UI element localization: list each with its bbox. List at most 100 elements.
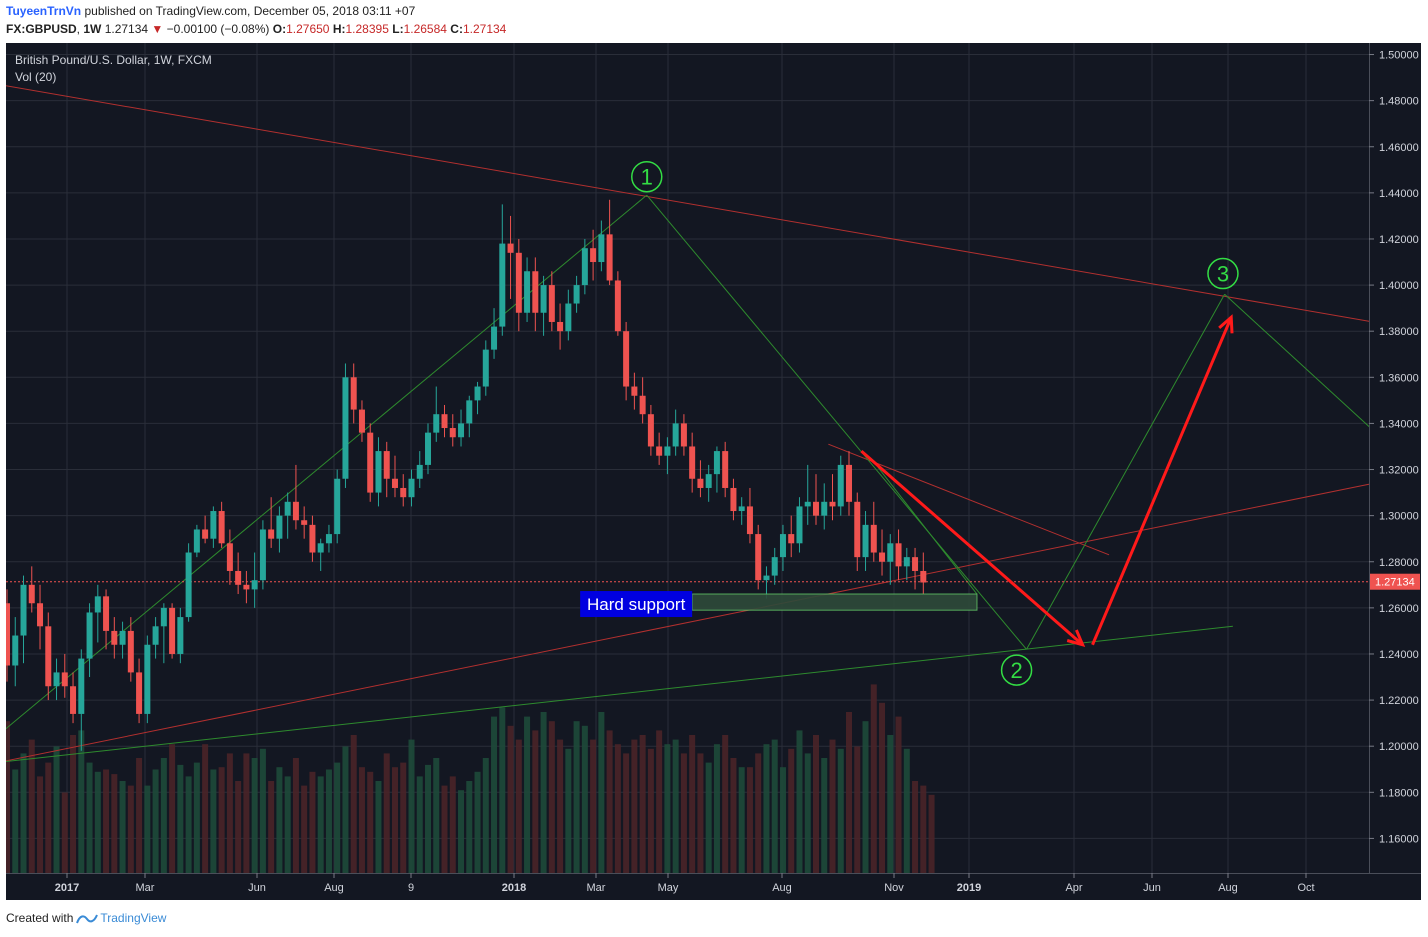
price-chart[interactable]: Hard support 1 2 3 1.50000 1.48000 1.46000 1.4…: [0, 43, 1421, 900]
volume-bar: [647, 748, 654, 873]
candle-body: [879, 552, 886, 562]
price-tick-label: 1.40000: [1379, 280, 1419, 292]
volume-bar: [846, 712, 853, 873]
candle-body: [309, 524, 316, 553]
volume-bar: [433, 758, 440, 873]
volume-bar: [920, 785, 927, 873]
candle-body: [623, 331, 630, 387]
time-tick-label: 9: [408, 882, 414, 894]
candle-body: [812, 501, 819, 516]
candle-body: [243, 584, 250, 590]
forecast-up-arrow-head: [1218, 314, 1234, 334]
volume-bar: [507, 725, 514, 873]
volume-bar: [78, 730, 85, 873]
candle-body: [705, 474, 712, 488]
volume-bar: [614, 744, 621, 873]
candle-body: [391, 478, 398, 488]
candle-body: [738, 506, 745, 512]
volume-bar: [656, 730, 663, 873]
candle-body: [499, 243, 506, 327]
author-link[interactable]: TuyeenTrnVn: [6, 4, 82, 18]
volume-bar: [317, 776, 324, 873]
wave-projection-down-line: [1224, 293, 1374, 431]
chart-background: [6, 43, 1421, 900]
price-tick-label: 1.30000: [1379, 511, 1419, 523]
volume-bar: [879, 702, 886, 873]
volume-bar: [912, 781, 919, 873]
volume-bar: [689, 735, 696, 873]
volume-bar: [218, 767, 225, 873]
volume-bar: [499, 707, 506, 873]
volume-bar: [152, 769, 159, 873]
price-tick-label: 1.28000: [1379, 557, 1419, 569]
price-tick-label: 1.26000: [1379, 603, 1419, 615]
candle-body: [912, 557, 919, 571]
candle-body: [837, 464, 844, 507]
tradingview-brand-link[interactable]: TradingView: [100, 911, 167, 925]
candle-body: [441, 414, 448, 429]
volume-bar: [226, 753, 233, 873]
volume-bar: [548, 721, 555, 873]
candle-body: [581, 248, 588, 286]
volume-bar: [672, 739, 679, 873]
volume-bar: [350, 735, 357, 873]
created-with-text: Created with: [6, 911, 74, 925]
candle-body: [383, 451, 390, 479]
volume-bar: [524, 716, 531, 873]
candle-body: [870, 524, 877, 553]
candle-body: [119, 630, 126, 645]
tradingview-logo-icon: [76, 914, 99, 924]
chart-container[interactable]: Hard support 1 2 3 1.50000 1.48000 1.46000 1.4…: [0, 43, 1421, 900]
price-tick-label: 1.18000: [1379, 787, 1419, 799]
long-resistance-line: [0, 84, 1374, 323]
volume-bar: [573, 721, 580, 873]
price-tick-label: 1.44000: [1379, 188, 1419, 200]
time-tick-label: May: [658, 882, 679, 894]
candle-body: [276, 515, 283, 539]
candle-body: [507, 243, 514, 253]
volume-bars: [4, 684, 935, 873]
candle-body: [53, 672, 60, 687]
candle-body: [78, 658, 85, 714]
volume-bar: [103, 769, 110, 873]
candle-body: [532, 271, 539, 313]
price-tick-label: 1.32000: [1379, 465, 1419, 477]
volume-bar: [887, 735, 894, 873]
price-axis[interactable]: 1.50000 1.48000 1.46000 1.44000 1.42000 1.400…: [1369, 43, 1421, 873]
candle-body: [70, 686, 77, 714]
volume-bar: [251, 758, 258, 873]
candle-body: [458, 423, 465, 438]
volume-bar: [796, 730, 803, 873]
volume-indicator-label: Vol (20): [15, 70, 56, 84]
wave-label-number: 3: [1217, 262, 1229, 287]
volume-bar: [367, 771, 374, 873]
close-label: C:: [450, 22, 463, 36]
last-price-tag: [1370, 573, 1420, 590]
candle-body: [177, 617, 184, 654]
candle-body: [722, 451, 729, 488]
candle-body: [185, 552, 192, 618]
volume-bar: [804, 753, 811, 873]
volume-bar: [416, 776, 423, 873]
time-axis[interactable]: 2017 Mar Jun Aug 9 2018 Mar May Aug Nov 2019 Apr Jun…: [6, 873, 1421, 900]
volume-bar: [771, 739, 778, 873]
candle-body: [325, 534, 332, 544]
volume-bar: [722, 735, 729, 873]
volume-bar: [202, 744, 209, 873]
published-text: published on TradingView.com, December 0…: [84, 4, 416, 18]
price-tick-label: 1.46000: [1379, 142, 1419, 154]
forecast-down-arrow-head: [1066, 629, 1086, 648]
candle-body: [86, 612, 93, 659]
volume-bar: [358, 767, 365, 873]
candle-body: [920, 570, 927, 583]
volume-bar: [37, 776, 44, 873]
candle-body: [854, 501, 861, 558]
low-value: 1.26584: [403, 22, 447, 36]
volume-bar: [119, 781, 126, 873]
volume-bar: [590, 739, 597, 873]
open-label: O:: [272, 22, 287, 36]
chart-title: British Pound/U.S. Dollar, 1W, FXCM: [15, 53, 212, 67]
volume-bar: [623, 753, 630, 873]
wave-label-number: 2: [1010, 658, 1022, 683]
last-price-tag-label: 1.27134: [1375, 577, 1415, 589]
